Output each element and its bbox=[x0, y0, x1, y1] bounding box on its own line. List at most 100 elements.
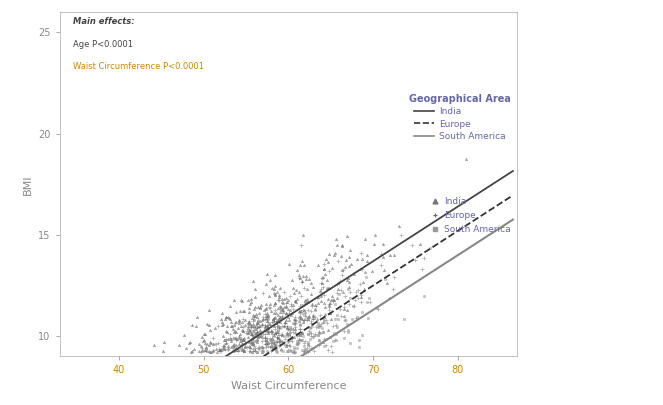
Point bbox=[240, 322, 251, 328]
Point bbox=[337, 289, 348, 295]
Point bbox=[149, 342, 160, 348]
Point bbox=[257, 349, 267, 355]
Point bbox=[359, 269, 370, 275]
Point bbox=[269, 316, 279, 322]
Point bbox=[265, 336, 275, 342]
Point bbox=[220, 339, 231, 346]
Point bbox=[282, 347, 292, 354]
Point bbox=[325, 300, 335, 307]
Point bbox=[267, 344, 278, 350]
Point bbox=[287, 310, 298, 316]
Point bbox=[221, 328, 232, 335]
Point bbox=[294, 325, 305, 332]
Point bbox=[229, 344, 239, 350]
Point bbox=[260, 341, 271, 347]
Point bbox=[208, 348, 219, 354]
Point bbox=[218, 343, 229, 350]
Point bbox=[233, 318, 244, 324]
Point bbox=[252, 328, 263, 335]
Point bbox=[248, 347, 259, 354]
Point bbox=[342, 286, 353, 292]
Point bbox=[353, 344, 364, 350]
Point bbox=[263, 329, 273, 336]
Point bbox=[257, 348, 268, 354]
Point bbox=[243, 322, 253, 329]
Point bbox=[314, 328, 324, 335]
Point bbox=[196, 349, 207, 356]
Point bbox=[246, 324, 257, 330]
Point bbox=[399, 316, 410, 322]
Point bbox=[265, 305, 275, 311]
Point bbox=[277, 299, 288, 306]
Point bbox=[225, 344, 236, 350]
Point bbox=[237, 348, 248, 354]
Point bbox=[302, 314, 313, 320]
Point bbox=[252, 329, 263, 335]
Point bbox=[394, 222, 404, 229]
Point bbox=[307, 322, 318, 328]
Point bbox=[307, 301, 318, 307]
Point bbox=[237, 345, 247, 351]
Point bbox=[261, 340, 271, 346]
Point bbox=[263, 339, 273, 346]
Point bbox=[285, 301, 296, 307]
Point bbox=[273, 305, 284, 311]
Point bbox=[269, 310, 279, 316]
Point bbox=[279, 303, 290, 310]
Point bbox=[290, 326, 301, 333]
Point bbox=[244, 301, 255, 308]
Point bbox=[217, 342, 228, 349]
Point bbox=[329, 297, 339, 303]
Point bbox=[249, 313, 259, 319]
Point bbox=[218, 345, 229, 351]
Point bbox=[289, 321, 300, 327]
Point bbox=[261, 313, 271, 320]
Point bbox=[272, 328, 282, 335]
Point bbox=[332, 280, 343, 287]
Point bbox=[242, 320, 253, 326]
Point bbox=[308, 333, 318, 340]
Point bbox=[303, 349, 314, 355]
Point bbox=[300, 311, 311, 318]
Point bbox=[302, 345, 312, 352]
Point bbox=[277, 305, 288, 312]
Point bbox=[239, 347, 249, 354]
Point bbox=[298, 317, 309, 324]
Point bbox=[244, 305, 255, 311]
Point bbox=[266, 342, 276, 349]
Point bbox=[333, 315, 343, 322]
Point bbox=[281, 325, 292, 331]
Point bbox=[326, 264, 337, 271]
Point bbox=[272, 335, 283, 341]
Point bbox=[332, 242, 342, 249]
Point bbox=[308, 333, 318, 339]
Point bbox=[262, 348, 272, 354]
Point bbox=[239, 317, 250, 323]
Point bbox=[243, 325, 253, 331]
Point bbox=[261, 341, 271, 348]
Point bbox=[337, 267, 348, 273]
Point bbox=[243, 339, 254, 346]
Point bbox=[269, 315, 279, 321]
Point bbox=[344, 279, 355, 285]
Point bbox=[289, 345, 300, 352]
Point bbox=[331, 322, 341, 328]
Point bbox=[332, 312, 342, 318]
Point bbox=[270, 314, 280, 321]
Point bbox=[261, 337, 271, 343]
Point bbox=[263, 340, 273, 346]
Point bbox=[237, 315, 248, 322]
Point bbox=[232, 335, 243, 342]
Point bbox=[204, 327, 215, 334]
Point bbox=[257, 333, 267, 340]
Point bbox=[314, 337, 324, 343]
Point bbox=[346, 315, 357, 322]
Point bbox=[261, 281, 271, 287]
Point bbox=[229, 335, 240, 341]
Point bbox=[257, 290, 268, 296]
Point bbox=[312, 331, 323, 338]
X-axis label: Waist Circumference: Waist Circumference bbox=[231, 381, 346, 391]
Point bbox=[245, 339, 256, 346]
Point bbox=[251, 310, 261, 317]
Point bbox=[238, 328, 249, 335]
